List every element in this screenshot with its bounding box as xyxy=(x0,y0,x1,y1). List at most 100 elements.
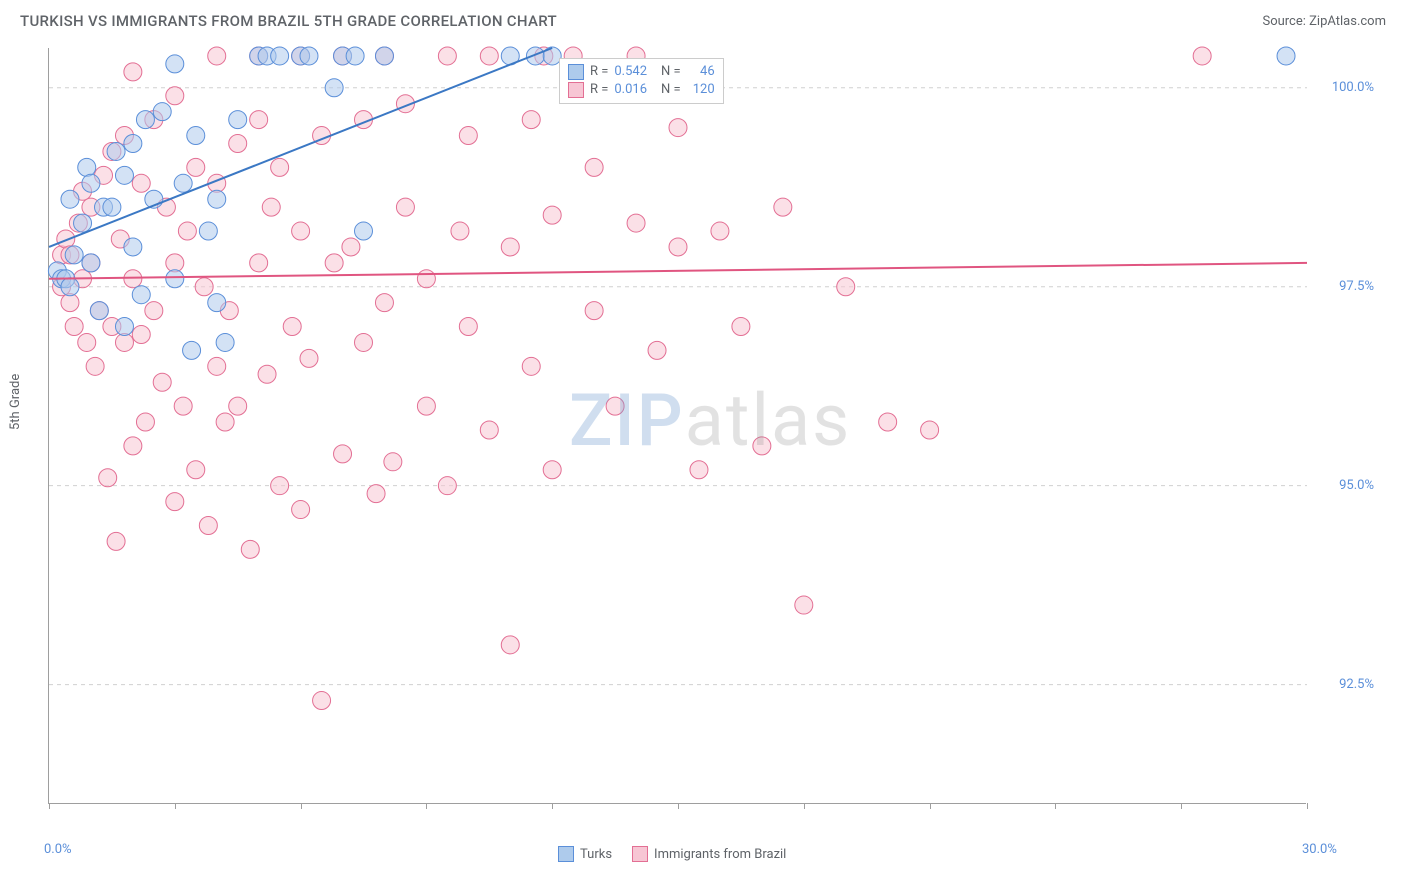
r-label: R = xyxy=(590,63,608,81)
scatter-point-brazil xyxy=(501,636,519,654)
y-tick-label: 95.0% xyxy=(1314,478,1374,493)
x-tick xyxy=(1055,803,1056,809)
scatter-point-brazil xyxy=(262,198,280,216)
scatter-point-brazil xyxy=(174,397,192,415)
n-label: N = xyxy=(661,81,681,99)
y-axis-label: 5th Grade xyxy=(8,374,23,430)
r-value-turks: 0.542 xyxy=(614,63,647,81)
scatter-point-turks xyxy=(187,127,205,145)
scatter-point-brazil xyxy=(774,198,792,216)
scatter-point-brazil xyxy=(57,230,75,248)
scatter-point-brazil xyxy=(459,127,477,145)
scatter-point-turks xyxy=(124,238,142,256)
scatter-point-brazil xyxy=(136,413,154,431)
scatter-point-brazil xyxy=(153,373,171,391)
legend-swatch-brazil xyxy=(632,846,648,862)
scatter-point-turks xyxy=(1277,47,1295,65)
scatter-point-brazil xyxy=(396,198,414,216)
scatter-point-brazil xyxy=(132,174,150,192)
scatter-point-brazil xyxy=(367,485,385,503)
scatter-point-brazil xyxy=(384,453,402,471)
plot-area: ZIPatlas R =0.542N =46R =0.016N =120 xyxy=(48,48,1306,804)
n-value-brazil: 120 xyxy=(687,81,715,99)
x-tick xyxy=(1181,803,1182,809)
scatter-point-turks xyxy=(526,47,544,65)
scatter-point-brazil xyxy=(451,222,469,240)
scatter-point-brazil xyxy=(145,302,163,320)
x-tick xyxy=(678,803,679,809)
scatter-point-brazil xyxy=(208,47,226,65)
scatter-point-turks xyxy=(271,47,289,65)
scatter-point-turks xyxy=(216,333,234,351)
scatter-point-brazil xyxy=(271,477,289,495)
scatter-point-brazil xyxy=(241,540,259,558)
chart-header: TURKISH VS IMMIGRANTS FROM BRAZIL 5TH GR… xyxy=(0,0,1406,38)
scatter-point-brazil xyxy=(166,493,184,511)
x-tick-label: 30.0% xyxy=(1302,842,1337,857)
scatter-point-turks xyxy=(153,103,171,121)
scatter-point-turks xyxy=(375,47,393,65)
scatter-point-turks xyxy=(132,286,150,304)
scatter-point-brazil xyxy=(669,238,687,256)
scatter-point-brazil xyxy=(229,397,247,415)
scatter-point-brazil xyxy=(313,692,331,710)
trend-line-brazil xyxy=(49,263,1307,279)
scatter-point-brazil xyxy=(208,357,226,375)
scatter-point-brazil xyxy=(99,469,117,487)
scatter-point-brazil xyxy=(187,158,205,176)
scatter-point-turks xyxy=(166,270,184,288)
scatter-point-brazil xyxy=(417,270,435,288)
x-tick xyxy=(426,803,427,809)
scatter-point-brazil xyxy=(115,333,133,351)
scatter-point-brazil xyxy=(690,461,708,479)
scatter-point-turks xyxy=(74,214,92,232)
y-tick-label: 100.0% xyxy=(1314,80,1374,95)
scatter-point-brazil xyxy=(921,421,939,439)
swatch-brazil xyxy=(568,82,584,98)
stats-row-turks: R =0.542N =46 xyxy=(568,63,715,81)
scatter-svg xyxy=(49,48,1307,804)
scatter-point-brazil xyxy=(732,318,750,336)
legend-bottom: TurksImmigrants from Brazil xyxy=(558,846,786,862)
scatter-point-brazil xyxy=(187,461,205,479)
scatter-point-turks xyxy=(124,134,142,152)
scatter-point-brazil xyxy=(166,254,184,272)
scatter-point-brazil xyxy=(258,365,276,383)
chart-title: TURKISH VS IMMIGRANTS FROM BRAZIL 5TH GR… xyxy=(20,12,557,30)
scatter-point-brazil xyxy=(195,278,213,296)
scatter-point-brazil xyxy=(753,437,771,455)
scatter-point-turks xyxy=(166,55,184,73)
scatter-point-brazil xyxy=(795,596,813,614)
scatter-point-brazil xyxy=(543,461,561,479)
scatter-point-brazil xyxy=(1193,47,1211,65)
scatter-point-brazil xyxy=(86,357,104,375)
scatter-point-brazil xyxy=(334,445,352,463)
x-tick xyxy=(804,803,805,809)
legend-item-turks: Turks xyxy=(558,846,612,862)
stats-row-brazil: R =0.016N =120 xyxy=(568,81,715,99)
scatter-point-brazil xyxy=(216,413,234,431)
y-tick-label: 97.5% xyxy=(1314,279,1374,294)
r-label: R = xyxy=(590,81,608,99)
scatter-point-brazil xyxy=(585,158,603,176)
scatter-point-brazil xyxy=(879,413,897,431)
scatter-point-turks xyxy=(65,246,83,264)
scatter-point-brazil xyxy=(300,349,318,367)
scatter-point-brazil xyxy=(250,254,268,272)
scatter-point-brazil xyxy=(132,325,150,343)
scatter-point-brazil xyxy=(283,318,301,336)
scatter-point-turks xyxy=(300,47,318,65)
scatter-point-turks xyxy=(82,254,100,272)
swatch-turks xyxy=(568,64,584,80)
scatter-point-brazil xyxy=(65,318,83,336)
x-tick xyxy=(175,803,176,809)
scatter-point-brazil xyxy=(522,111,540,129)
stats-box: R =0.542N =46R =0.016N =120 xyxy=(559,58,724,104)
scatter-point-brazil xyxy=(585,302,603,320)
source-attribution: Source: ZipAtlas.com xyxy=(1262,14,1386,29)
scatter-point-brazil xyxy=(325,254,343,272)
scatter-point-turks xyxy=(229,111,247,129)
scatter-point-turks xyxy=(183,341,201,359)
scatter-point-brazil xyxy=(438,47,456,65)
scatter-point-brazil xyxy=(522,357,540,375)
